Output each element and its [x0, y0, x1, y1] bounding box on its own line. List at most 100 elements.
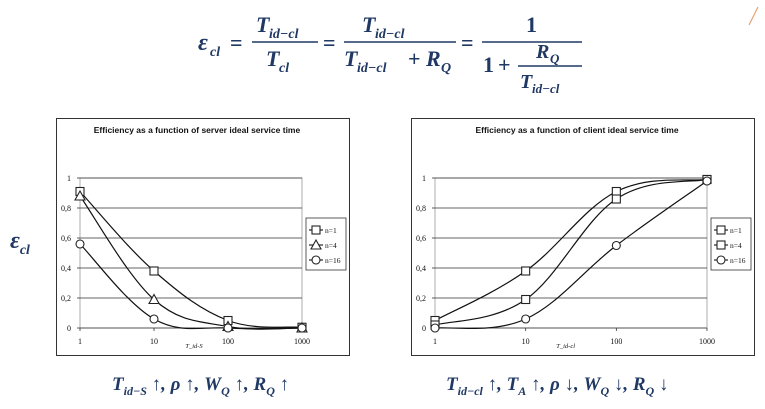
frac2-den-sub: id−cl [357, 61, 387, 76]
frac3-inner-num-r: R [535, 41, 549, 63]
frac3-den-one: 1 [483, 52, 494, 77]
y-tick-label: 0,6 [61, 234, 71, 243]
y-tick-label: 0,4 [416, 264, 426, 273]
legend-label: n=1 [325, 226, 337, 235]
y-tick-label: 1 [422, 174, 426, 183]
cap-left-tsub: id−S [123, 383, 147, 398]
data-point [430, 323, 440, 333]
legend-marker [716, 240, 726, 250]
y-tick-label: 0,2 [416, 294, 426, 303]
frac2-den-t: T [344, 46, 359, 71]
data-point [521, 294, 531, 305]
series-line [434, 180, 708, 330]
cap-right-wsub: Q [600, 383, 610, 398]
frac2-num-sub: id−cl [375, 27, 405, 42]
data-point [75, 239, 85, 249]
x-axis-label: T_id-cl [556, 343, 575, 350]
frac3-num-one: 1 [526, 12, 537, 37]
frac2-num-t: T [362, 12, 377, 37]
y-tick-label: 0,2 [61, 294, 71, 303]
formula-lhs-sub: cl [210, 45, 220, 60]
y-tick-label: 0,8 [61, 204, 71, 213]
series-line [79, 243, 303, 330]
cap-right-rest2: ↑, ρ ↓, W [526, 374, 601, 395]
cap-left-rsub: Q [266, 383, 275, 398]
y-tick-label: 0 [422, 324, 426, 333]
formula-eq-2: = [323, 30, 336, 55]
cap-left-rest3: ↑ [274, 374, 290, 395]
left-caption: Tid−S ↑, ρ ↑, WQ ↑, RQ ↑ [112, 374, 289, 399]
x-tick-label: 10 [150, 337, 158, 346]
client-efficiency-chart: Efficiency as a function of client ideal… [411, 118, 755, 356]
frac3-den-plus: + [498, 52, 511, 77]
data-point [702, 176, 712, 186]
y-tick-label: 1 [67, 174, 71, 183]
x-tick-label: 100 [222, 337, 234, 346]
series-n=16 [75, 239, 307, 333]
data-point [611, 240, 621, 251]
series-n=16 [430, 176, 712, 333]
y-tick-label: 0,8 [416, 204, 426, 213]
legend-label: n=4 [325, 241, 337, 250]
cap-right-t: T [446, 374, 458, 395]
right-caption: Tid−cl ↑, TA ↑, ρ ↓, WQ ↓, RQ ↓ [446, 374, 668, 399]
data-point [149, 314, 159, 324]
cap-left-rest2: ↑, R [229, 374, 267, 395]
x-tick-label: 100 [610, 337, 622, 346]
frac2-den-rsub: Q [441, 61, 451, 76]
cap-right-rest3: ↓, R [609, 374, 646, 395]
cap-right-rest4: ↓ [654, 374, 669, 395]
frac3-inner-den-sub: id−cl [532, 81, 560, 94]
frac2-den-r: R [425, 46, 441, 71]
data-point [521, 266, 531, 276]
frac1-num-t: T [256, 12, 271, 37]
y-axis-symbol: ε [10, 228, 20, 254]
plot-area [434, 177, 708, 329]
legend: n=1 n=4 n=16 [305, 217, 347, 271]
decorative-slash [748, 6, 759, 26]
legend-marker [716, 225, 726, 235]
legend-marker [311, 225, 321, 235]
data-point [611, 194, 621, 204]
legend-marker [311, 255, 321, 265]
y-tick-label: 0,6 [416, 234, 426, 243]
cap-right-rsub: Q [645, 383, 655, 398]
frac2-den-plus: + [408, 46, 421, 71]
cap-right-tsub: id−cl [457, 383, 483, 398]
data-point [611, 186, 621, 197]
series-line [434, 178, 708, 326]
data-point [297, 323, 307, 333]
chart-title: Efficiency as a function of server ideal… [94, 125, 301, 135]
plot-area [79, 177, 303, 329]
x-tick-label: 1000 [699, 337, 715, 346]
x-tick-label: 1 [433, 337, 437, 346]
data-point [149, 266, 159, 276]
x-axis-label: T_id-S [185, 343, 203, 350]
frac3-inner-num-sub: Q [550, 51, 560, 66]
data-point [148, 293, 160, 305]
frac3-inner-den-t: T [520, 71, 533, 93]
cap-right-rest: ↑, T [482, 374, 519, 395]
formula-eq-1: = [230, 30, 243, 55]
cap-left-wsub: Q [221, 383, 230, 398]
cap-right-tasub: A [518, 383, 527, 398]
frac1-num-sub: id−cl [269, 27, 299, 42]
legend: n=1 n=4 n=16 [710, 217, 752, 271]
legend-label: n=4 [730, 241, 742, 250]
data-point [521, 314, 531, 324]
server-efficiency-chart: Efficiency as a function of server ideal… [56, 118, 350, 356]
series-line [79, 191, 303, 328]
formula-lhs: ε [198, 30, 208, 56]
legend-label: n=16 [325, 256, 341, 265]
cap-left-rest: ↑, ρ ↑, W [146, 374, 222, 395]
legend-marker [716, 255, 726, 265]
y-tick-label: 0 [67, 324, 71, 333]
data-point [74, 189, 86, 201]
y-axis-sub: cl [19, 242, 30, 258]
y-axis-label: εcl [10, 228, 30, 259]
cap-left-t: T [112, 374, 124, 395]
series-line [434, 178, 708, 322]
x-tick-label: 1000 [294, 337, 310, 346]
y-tick-label: 0,4 [61, 264, 71, 273]
frac1-den-sub: cl [279, 61, 289, 76]
